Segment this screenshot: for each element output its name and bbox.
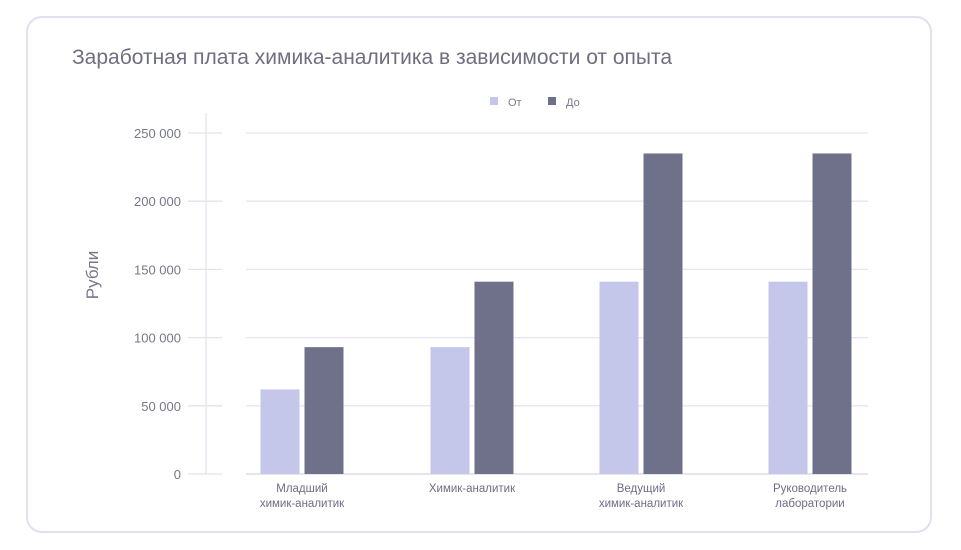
bar-ot	[599, 281, 639, 474]
bar-ot	[768, 281, 808, 474]
y-tick-label: 200 000	[134, 194, 181, 209]
chart-title: Заработная плата химика-аналитика в зави…	[72, 46, 673, 69]
legend-swatch-do	[548, 97, 556, 105]
x-tick-label: Химик-аналитик	[429, 483, 516, 495]
bar-do	[304, 347, 344, 474]
x-tick-label: Младший	[276, 483, 327, 495]
y-axis-label: Рубли	[83, 251, 102, 299]
x-tick-label: Ведущий	[617, 483, 666, 495]
y-tick-label: 0	[174, 467, 181, 482]
x-tick-label: химик-аналитик	[260, 498, 345, 510]
bar-do	[474, 281, 514, 474]
legend-label: От	[508, 97, 522, 109]
y-tick-label: 250 000	[134, 126, 181, 141]
legend-label: До	[566, 97, 580, 109]
y-tick-label: 100 000	[134, 331, 181, 346]
x-tick-label: лаборатории	[775, 498, 844, 510]
y-tick-label: 50 000	[141, 399, 181, 414]
bar-ot	[430, 347, 470, 474]
bar-do	[812, 153, 852, 474]
x-tick-label: Руководитель	[773, 483, 847, 495]
y-tick-label: 150 000	[134, 262, 181, 277]
bar-ot	[260, 389, 300, 474]
x-tick-label: химик-аналитик	[599, 498, 684, 510]
bar-do	[643, 153, 683, 474]
legend-swatch-ot	[490, 97, 498, 105]
chart-card	[26, 16, 932, 533]
